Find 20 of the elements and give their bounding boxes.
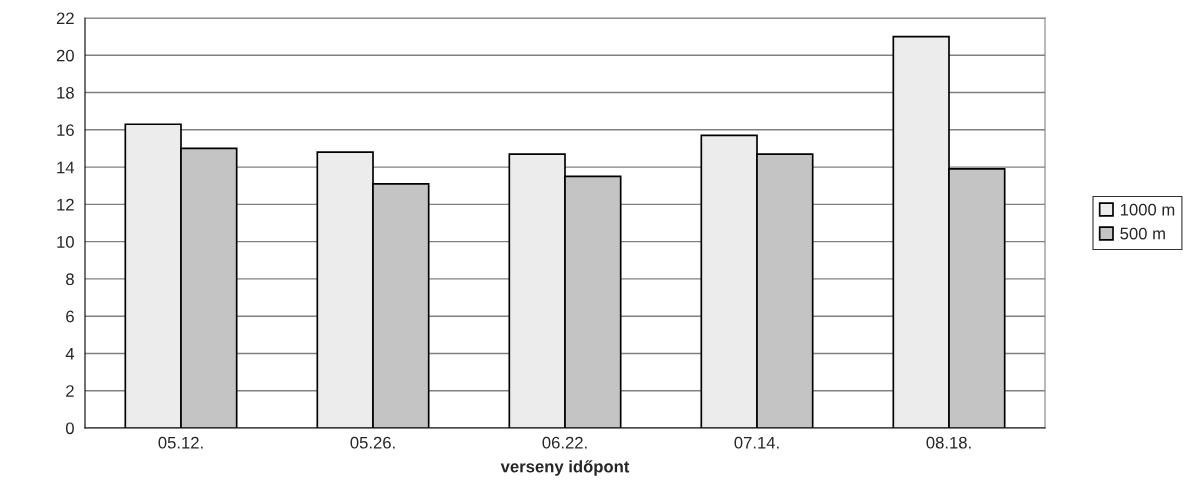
y-tick-label: 16 [57,124,74,137]
y-tick-label: 18 [57,86,74,99]
x-tick-label: 06.22. [542,436,587,449]
legend-label: 500 m [1120,227,1165,240]
y-tick-label: 10 [57,236,74,248]
x-tick-label: 05.12. [158,436,203,449]
y-tick-label: 12 [57,198,74,211]
x-tick-label: 08.18. [926,436,971,449]
legend-label: 1000 m [1120,203,1175,216]
y-tick-label: 20 [56,49,74,62]
y-tick-label: 6 [66,310,74,323]
x-tick-label: 07.14. [734,436,779,449]
y-tick-label: 4 [65,348,75,360]
x-tick-label: 05.26. [350,436,395,449]
y-tick-label: 14 [57,161,75,174]
y-tick-label: 8 [66,273,74,286]
y-tick-label: 22 [56,12,74,25]
y-tick-label: 2 [66,385,74,397]
x-axis-title: verseny időpont [500,460,630,476]
y-tick-label: 0 [65,422,74,435]
